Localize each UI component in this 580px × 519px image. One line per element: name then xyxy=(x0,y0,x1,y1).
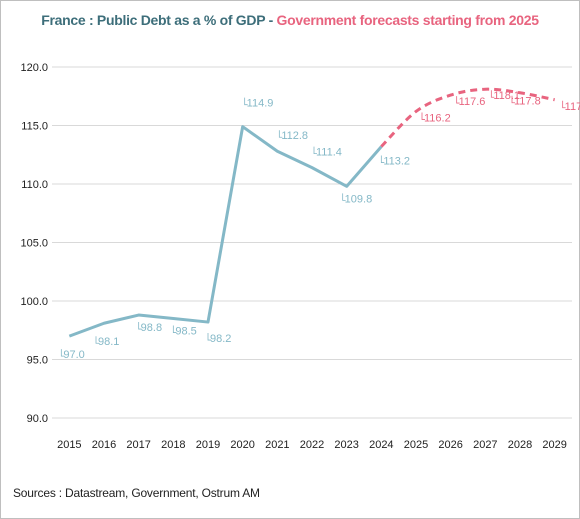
actual-data-label: 109.8 xyxy=(345,193,373,205)
forecast-data-label: 117.6 xyxy=(459,96,486,108)
actual-series-line xyxy=(68,125,383,338)
actual-data-label: 97.0 xyxy=(63,349,84,361)
x-tick-label: 2016 xyxy=(92,439,116,451)
data-label-leader xyxy=(342,193,346,201)
data-label-leader xyxy=(313,146,317,155)
chart-source: Sources : Datastream, Government, Ostrum… xyxy=(13,486,260,500)
data-label-leader xyxy=(511,95,515,104)
actual-data-label: 98.1 xyxy=(98,336,119,348)
forecast-data-label: 116.2 xyxy=(424,112,451,124)
y-tick-label: 110.0 xyxy=(21,179,48,191)
data-label-leader xyxy=(278,130,283,138)
actual-data-label: 114.9 xyxy=(247,98,274,110)
x-tick-label: 2025 xyxy=(404,439,428,451)
actual-data-label: 98.2 xyxy=(210,333,231,345)
data-label-leader xyxy=(172,325,177,333)
y-tick-label: 90.0 xyxy=(27,413,48,425)
chart-title: France : Public Debt as a % of GDP - Gov… xyxy=(0,12,580,28)
actual-data-label: 111.4 xyxy=(316,147,342,159)
actual-data-label: 112.8 xyxy=(281,130,308,142)
chart-title-forecast: Government forecasts starting from 2025 xyxy=(276,12,539,28)
actual-data-label: 98.5 xyxy=(175,326,196,338)
data-label-leader xyxy=(207,333,211,341)
data-label-leader xyxy=(138,322,142,330)
data-label-leader xyxy=(95,336,99,344)
forecast-data-label: 118.1 xyxy=(493,90,520,102)
x-tick-label: 2029 xyxy=(542,439,566,451)
y-tick-label: 95.0 xyxy=(27,355,48,367)
y-tick-label: 115.0 xyxy=(21,121,48,133)
data-label-leader xyxy=(60,349,65,357)
x-tick-label: 2026 xyxy=(438,439,462,451)
y-tick-label: 120.0 xyxy=(20,62,48,74)
x-tick-label: 2015 xyxy=(57,439,81,451)
x-tick-label: 2027 xyxy=(473,439,497,451)
chart-title-main: France : Public Debt as a % of GDP - xyxy=(41,12,277,28)
data-label-leader xyxy=(244,97,248,106)
forecast-data-label: 117.8 xyxy=(514,96,541,108)
actual-data-label: 98.8 xyxy=(141,322,162,334)
forecast-data-label: 117.2 xyxy=(565,101,580,113)
x-tick-label: 2020 xyxy=(230,439,254,451)
x-tick-label: 2018 xyxy=(161,439,185,451)
data-label-leader xyxy=(562,100,566,109)
data-label-leader xyxy=(380,155,385,163)
data-label-leader xyxy=(421,112,425,120)
data-label-leader xyxy=(490,90,495,98)
forecast-series-line xyxy=(380,87,555,148)
x-tick-label: 2024 xyxy=(369,439,393,451)
y-tick-label: 105.0 xyxy=(20,238,48,250)
x-tick-label: 2017 xyxy=(126,439,150,451)
x-tick-label: 2022 xyxy=(300,439,324,451)
data-label-leader xyxy=(456,96,460,104)
x-tick-label: 2019 xyxy=(196,439,220,451)
y-tick-label: 100.0 xyxy=(20,296,48,308)
x-tick-label: 2028 xyxy=(508,439,532,451)
actual-data-label: 113.2 xyxy=(383,156,410,168)
x-tick-label: 2021 xyxy=(265,439,289,451)
x-tick-label: 2023 xyxy=(334,439,358,451)
